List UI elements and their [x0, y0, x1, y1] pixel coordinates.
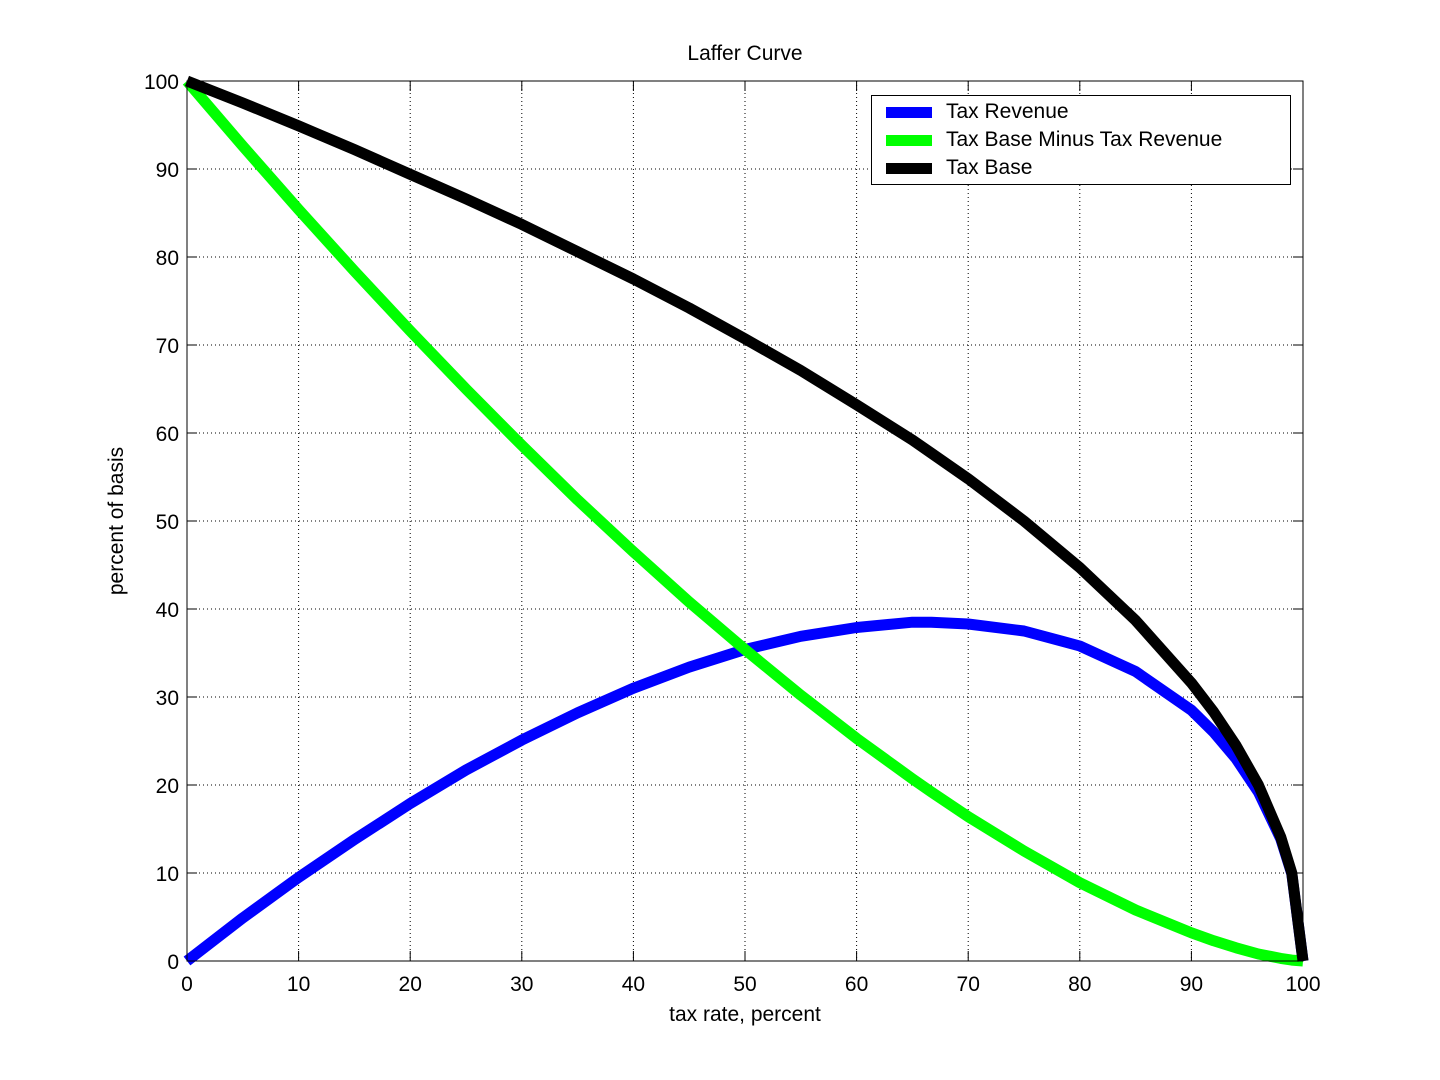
x-tick-label: 50 — [733, 973, 756, 996]
y-tick-label: 50 — [156, 511, 179, 534]
y-tick-label: 80 — [156, 247, 179, 270]
x-tick-label: 60 — [845, 973, 868, 996]
x-tick-label: 80 — [1068, 973, 1091, 996]
y-tick-label: 30 — [156, 687, 179, 710]
series-line-2 — [184, 75, 1309, 962]
x-tick-label: 40 — [622, 973, 645, 996]
x-tick-label: 0 — [181, 973, 193, 996]
y-tick-label: 100 — [144, 71, 179, 94]
legend: Tax Revenue Tax Base Minus Tax Revenue T… — [871, 95, 1291, 185]
y-tick-label: 60 — [156, 423, 179, 446]
grid-lines — [187, 81, 1303, 961]
x-tick-label: 30 — [510, 973, 533, 996]
legend-label: Tax Base — [946, 156, 1033, 179]
y-tick-label: 20 — [156, 775, 179, 798]
legend-swatch-blue — [886, 106, 932, 118]
series-line-0 — [183, 616, 1309, 966]
x-tick-label: 100 — [1285, 973, 1320, 996]
chart-title: Laffer Curve — [687, 42, 803, 65]
legend-label: Tax Revenue — [946, 100, 1069, 123]
legend-label: Tax Base Minus Tax Revenue — [946, 128, 1223, 151]
y-tick-label: 0 — [167, 951, 179, 974]
legend-swatch-green — [886, 134, 932, 146]
x-axis-label: tax rate, percent — [669, 1003, 821, 1026]
y-tick-label: 70 — [156, 335, 179, 358]
y-tick-label: 10 — [156, 863, 179, 886]
y-axis-label: percent of basis — [105, 446, 128, 596]
series-line-1 — [182, 77, 1304, 967]
legend-item-base-minus-revenue: Tax Base Minus Tax Revenue — [886, 126, 1222, 154]
axis-tick-labels: 0 10 20 30 40 50 60 70 80 90 100 0 10 20 30 40 50 60 70 80 9… — [144, 71, 1321, 996]
data-series — [182, 75, 1309, 967]
y-tick-label: 40 — [156, 599, 179, 622]
legend-item-tax-revenue: Tax Revenue — [886, 98, 1069, 126]
y-tick-label: 90 — [156, 159, 179, 182]
x-tick-label: 20 — [399, 973, 422, 996]
x-tick-label: 70 — [957, 973, 980, 996]
x-tick-label: 90 — [1180, 973, 1203, 996]
legend-swatch-black — [886, 162, 932, 174]
axis-ticks — [186, 80, 1304, 962]
legend-item-tax-base: Tax Base — [886, 154, 1032, 182]
x-tick-label: 10 — [287, 973, 310, 996]
